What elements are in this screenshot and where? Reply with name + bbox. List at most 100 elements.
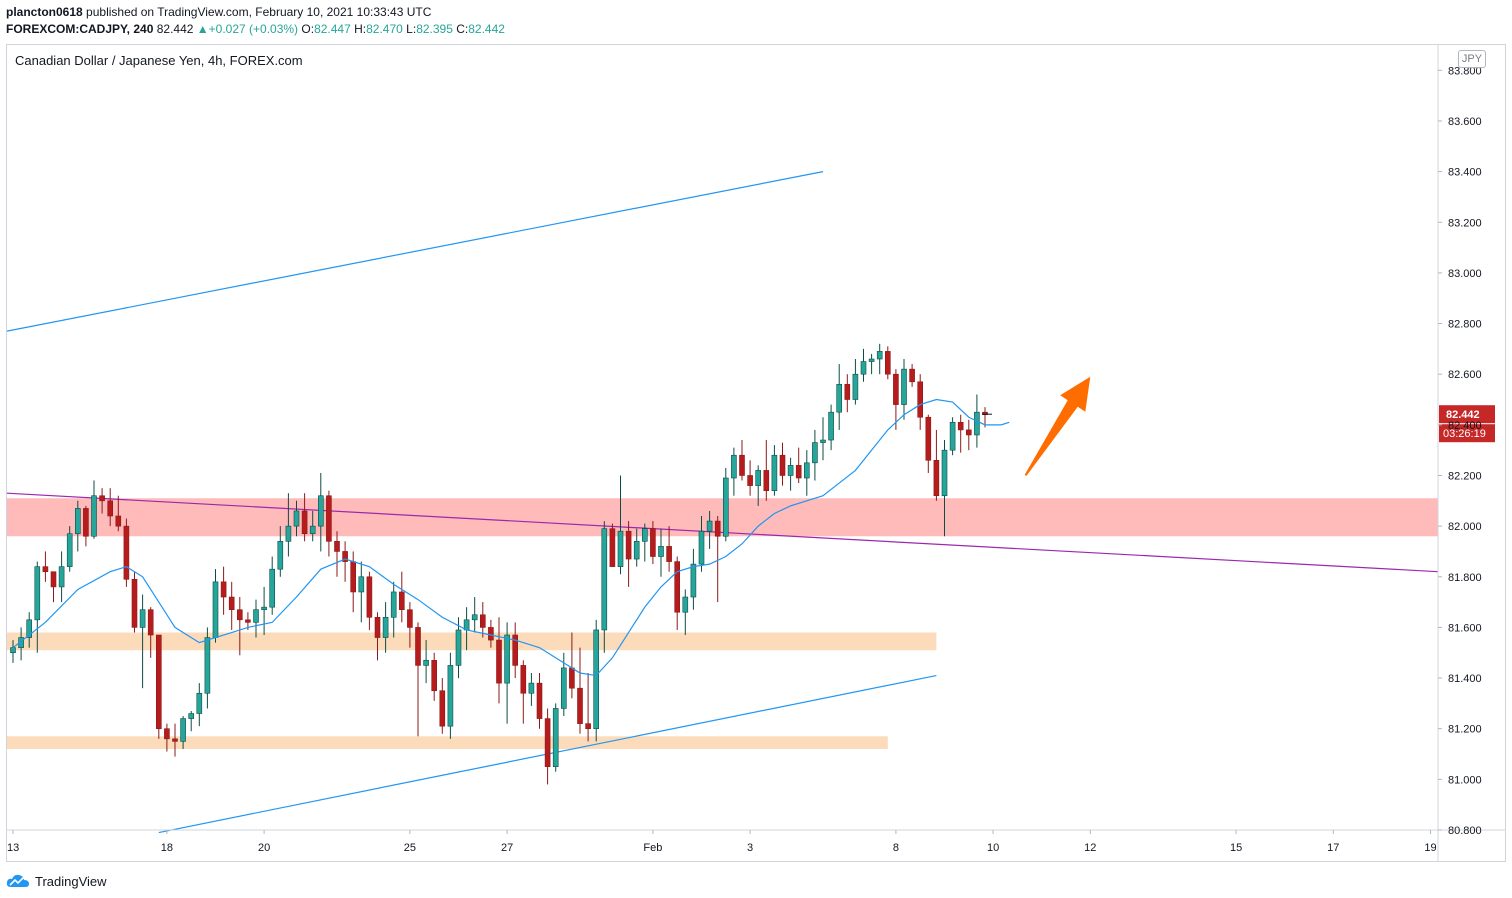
- candle-body: [374, 616, 381, 638]
- candle-22: [188, 710, 194, 732]
- change-value: +0.027 (+0.03%): [208, 22, 299, 36]
- ohlc-legend: FOREXCOM:CADJPY, 240 82.442 ▲+0.027 (+0.…: [6, 22, 505, 36]
- candle-body: [504, 634, 510, 684]
- candle-15: [131, 571, 138, 633]
- candle-body: [868, 358, 875, 362]
- candle-body: [301, 510, 308, 535]
- candle-body: [787, 465, 794, 476]
- price-tick-label: 82.800: [1448, 319, 1482, 331]
- candle-71: [585, 673, 591, 742]
- candle-89: [731, 447, 737, 496]
- candle-11: [99, 488, 105, 514]
- candle-body: [625, 530, 632, 560]
- candle-109: [893, 369, 899, 430]
- open-value: 82.447: [314, 22, 351, 36]
- time-tick-label: 20: [258, 842, 270, 854]
- candle-117: [957, 414, 964, 453]
- candle-84: [690, 548, 697, 610]
- candle-body: [407, 609, 413, 628]
- candle-body: [26, 619, 33, 638]
- candle-body: [593, 629, 600, 730]
- candle-37: [309, 510, 316, 542]
- low-label: L:: [406, 22, 417, 36]
- candle-30: [253, 599, 259, 638]
- candle-body: [366, 576, 373, 618]
- candle-82: [674, 556, 681, 630]
- candle-body: [609, 528, 616, 567]
- candle-98: [803, 450, 810, 496]
- candle-1: [18, 627, 24, 661]
- time-tick-label: 25: [404, 842, 416, 854]
- candle-body: [334, 541, 340, 552]
- symbol-label: FOREXCOM:CADJPY, 240: [6, 22, 154, 36]
- candle-body: [423, 660, 429, 666]
- candle-body: [115, 515, 122, 527]
- high-label: H:: [354, 22, 367, 36]
- candle-87: [714, 516, 721, 603]
- candle-body: [552, 708, 559, 767]
- tradingview-logo[interactable]: TradingView: [6, 870, 107, 892]
- time-tick-label: 19: [1424, 842, 1436, 854]
- chart-title: Canadian Dollar / Japanese Yen, 4h, FORE…: [15, 53, 303, 68]
- candle-14: [123, 518, 130, 587]
- candle-60: [496, 617, 502, 704]
- candle-93: [763, 440, 770, 501]
- candle-21: [180, 716, 186, 749]
- open-label: O:: [301, 22, 315, 36]
- candle-body: [941, 449, 948, 497]
- candle-body: [779, 454, 786, 476]
- price-tick-label: 80.800: [1448, 825, 1482, 837]
- candle-body: [164, 728, 170, 740]
- candle-91: [747, 460, 753, 496]
- candle-body: [512, 634, 519, 666]
- candle-body: [520, 665, 527, 694]
- publisher-name[interactable]: plancton0618: [6, 5, 83, 19]
- candle-body: [585, 723, 591, 730]
- currency-badge[interactable]: JPY: [1458, 50, 1486, 68]
- candle-35: [293, 500, 300, 537]
- candle-116: [949, 417, 956, 456]
- candle-body: [326, 495, 332, 542]
- candle-body: [107, 500, 113, 517]
- candle-body: [285, 525, 292, 542]
- candle-body: [674, 561, 681, 613]
- descending-trendline: [6, 492, 1439, 573]
- candle-body: [844, 384, 851, 400]
- candle-88: [722, 467, 729, 542]
- candle-body: [188, 713, 194, 719]
- candle-100: [820, 417, 826, 461]
- candle-body: [431, 660, 438, 692]
- candle-20: [172, 723, 178, 757]
- candle-body: [42, 566, 49, 573]
- candle-body: [803, 462, 810, 479]
- candle-body: [828, 411, 834, 441]
- candle-9: [83, 505, 89, 547]
- candle-65: [536, 673, 543, 729]
- candle-41: [342, 541, 348, 582]
- resistance-zone: [7, 498, 1438, 537]
- price-tick-label: 81.000: [1448, 774, 1482, 786]
- candle-25: [212, 569, 219, 643]
- candle-body: [382, 616, 389, 638]
- candle-66: [544, 708, 551, 785]
- candle-97: [795, 447, 802, 484]
- candle-body: [666, 546, 672, 562]
- candle-body: [439, 690, 446, 727]
- candle-body: [147, 609, 154, 636]
- candle-24: [204, 627, 211, 709]
- candle-58: [479, 602, 486, 638]
- candle-body: [237, 609, 243, 621]
- candle-body: [577, 687, 583, 724]
- high-value: 82.470: [366, 22, 403, 36]
- publish-info: plancton0618 published on TradingView.co…: [6, 5, 431, 19]
- candle-body: [245, 619, 251, 623]
- candle-body: [658, 546, 664, 557]
- candle-18: [156, 634, 162, 739]
- candle-body: [139, 609, 146, 628]
- candle-79: [650, 521, 656, 565]
- candle-111: [909, 364, 915, 387]
- time-tick-label: 17: [1327, 842, 1339, 854]
- price-tick-label: 83.200: [1448, 217, 1482, 229]
- candle-105: [860, 348, 867, 382]
